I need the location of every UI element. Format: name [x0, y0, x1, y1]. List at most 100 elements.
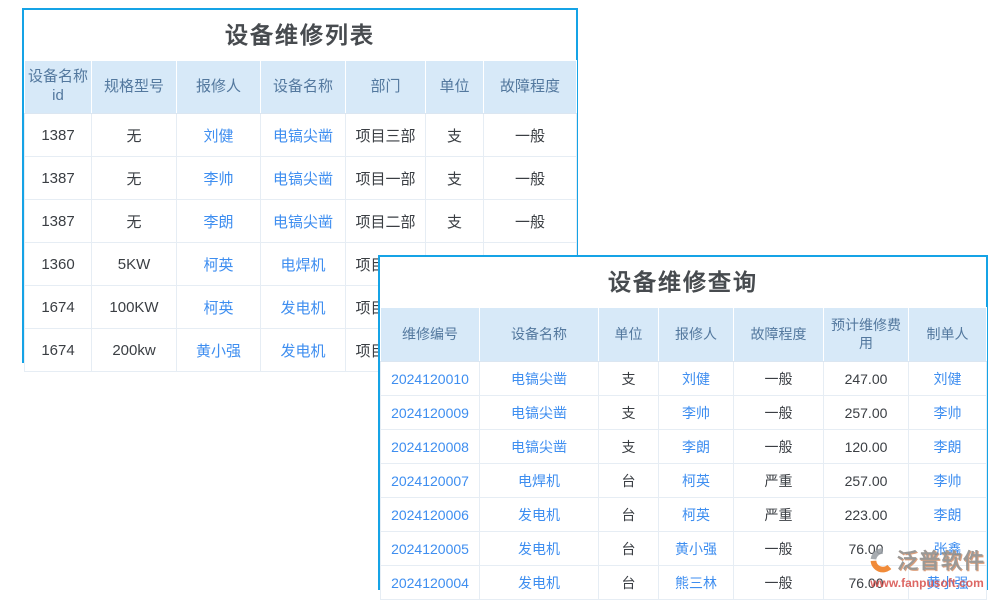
- cell-link[interactable]: 刘健: [176, 113, 261, 157]
- cell: 200kw: [91, 328, 177, 372]
- cell: 100KW: [91, 285, 177, 329]
- cell-link[interactable]: 李朗: [908, 497, 987, 532]
- cell-link[interactable]: 柯英: [658, 497, 734, 532]
- cell-link[interactable]: 发电机: [479, 531, 599, 566]
- cell-link[interactable]: 柯英: [176, 242, 261, 286]
- cell: 120.00: [823, 429, 909, 464]
- cell: 支: [598, 429, 659, 464]
- cell-link[interactable]: 李帅: [658, 395, 734, 430]
- column-header: 单位: [425, 60, 484, 114]
- brand-watermark: 泛普软件 www.fanpusoft.com: [857, 545, 997, 590]
- cell: 支: [425, 113, 484, 157]
- cell-link[interactable]: 发电机: [260, 285, 346, 329]
- cell: 247.00: [823, 361, 909, 396]
- cell: 项目二部: [345, 199, 426, 243]
- cell-link[interactable]: 电镐尖凿: [260, 156, 346, 200]
- fanpu-logo-icon: [870, 548, 892, 573]
- cell-link[interactable]: 电镐尖凿: [479, 361, 599, 396]
- table-row: 2024120005 发电机台黄小强 一般 76.00 张鑫: [380, 531, 987, 566]
- cell: 支: [425, 156, 484, 200]
- query-table-header-row: 维修编号 设备名称 单位 报修人 故障程度 预计维修费用 制单人: [380, 307, 987, 362]
- cell: 严重: [733, 463, 824, 498]
- column-header: 单位: [598, 307, 659, 362]
- cell-link[interactable]: 电镐尖凿: [260, 199, 346, 243]
- table-row: 1387 无李朗 电镐尖凿 项目二部支一般: [24, 199, 577, 243]
- cell-link[interactable]: 李帅: [908, 463, 987, 498]
- cell-link[interactable]: 张鑫: [908, 531, 987, 566]
- cell: 无: [91, 199, 177, 243]
- cell-link[interactable]: 电镐尖凿: [260, 113, 346, 157]
- cell-link[interactable]: 发电机: [479, 565, 599, 600]
- cell-link[interactable]: 李朗: [658, 429, 734, 464]
- brand-url: www.fanpusoft.com: [870, 576, 984, 590]
- cell: 台: [598, 531, 659, 566]
- query-table-title: 设备维修查询: [608, 269, 758, 295]
- cell-link[interactable]: 2024120008: [380, 429, 480, 464]
- cell: 1360: [24, 242, 92, 286]
- cell: 一般: [483, 156, 577, 200]
- cell-link[interactable]: 电焊机: [260, 242, 346, 286]
- cell: 1674: [24, 285, 92, 329]
- cell: 支: [598, 361, 659, 396]
- cell: 支: [598, 395, 659, 430]
- cell-link[interactable]: 发电机: [479, 497, 599, 532]
- cell-link[interactable]: 刘健: [658, 361, 734, 396]
- cell: 257.00: [823, 463, 909, 498]
- column-header: 部门: [345, 60, 426, 114]
- cell: 项目三部: [345, 113, 426, 157]
- cell-link[interactable]: 2024120009: [380, 395, 480, 430]
- cell: 1674: [24, 328, 92, 372]
- cell: 223.00: [823, 497, 909, 532]
- column-header: 规格型号: [91, 60, 177, 114]
- cell: 严重: [733, 497, 824, 532]
- cell-link[interactable]: 电镐尖凿: [479, 395, 599, 430]
- cell-link[interactable]: 李朗: [908, 429, 987, 464]
- cell-link[interactable]: 刘健: [908, 361, 987, 396]
- table-row: 2024120007 电焊机台柯英 严重 257.00 李帅: [380, 463, 987, 498]
- cell: 1387: [24, 113, 92, 157]
- cell-link[interactable]: 2024120006: [380, 497, 480, 532]
- cell-link[interactable]: 黄小强: [658, 531, 734, 566]
- cell: 一般: [733, 429, 824, 464]
- cell: 5KW: [91, 242, 177, 286]
- cell: 一般: [483, 199, 577, 243]
- cell-link[interactable]: 柯英: [176, 285, 261, 329]
- cell-link[interactable]: 柯英: [658, 463, 734, 498]
- cell: 台: [598, 463, 659, 498]
- table-row: 2024120009 电镐尖凿支李帅 一般 257.00 李帅: [380, 395, 987, 430]
- table-row: 2024120004 发电机台熊三林 一般 76.00 黄小强: [380, 565, 987, 600]
- table-row: 1387 无李帅 电镐尖凿 项目一部支一般: [24, 156, 577, 200]
- column-header: 设备名称: [260, 60, 346, 114]
- table-row: 2024120010 电镐尖凿支刘健 一般 247.00 刘健: [380, 361, 987, 396]
- cell-link[interactable]: 李朗: [176, 199, 261, 243]
- equipment-repair-query-card: 设备维修查询 维修编号 设备名称 单位 报修人 故障程度 预计维修费用 制单人 202412…: [378, 255, 988, 600]
- cell-link[interactable]: 黄小强: [908, 565, 987, 600]
- list-table-header-row: 设备名称id 规格型号 报修人 设备名称 部门 单位 故障程度: [24, 60, 577, 114]
- cell: 项目一部: [345, 156, 426, 200]
- cell-link[interactable]: 2024120005: [380, 531, 480, 566]
- cell: 一般: [733, 565, 824, 600]
- cell: 一般: [733, 395, 824, 430]
- column-header: 预计维修费用: [823, 307, 909, 362]
- cell-link[interactable]: 2024120004: [380, 565, 480, 600]
- column-header: 报修人: [658, 307, 734, 362]
- cell: 一般: [733, 361, 824, 396]
- column-header: 制单人: [908, 307, 987, 362]
- cell: 台: [598, 497, 659, 532]
- column-header: 维修编号: [380, 307, 480, 362]
- cell-link[interactable]: 电焊机: [479, 463, 599, 498]
- equipment-repair-query-table: 维修编号 设备名称 单位 报修人 故障程度 预计维修费用 制单人 2024120010 电镐尖…: [380, 307, 987, 600]
- cell-link[interactable]: 电镐尖凿: [479, 429, 599, 464]
- cell-link[interactable]: 李帅: [176, 156, 261, 200]
- cell-link[interactable]: 2024120007: [380, 463, 480, 498]
- cell: 支: [425, 199, 484, 243]
- cell-link[interactable]: 熊三林: [658, 565, 734, 600]
- cell-link[interactable]: 黄小强: [176, 328, 261, 372]
- cell-link[interactable]: 李帅: [908, 395, 987, 430]
- cell: 台: [598, 565, 659, 600]
- column-header: 故障程度: [483, 60, 577, 114]
- list-table-title: 设备维修列表: [225, 22, 375, 48]
- cell-link[interactable]: 2024120010: [380, 361, 480, 396]
- cell-link[interactable]: 发电机: [260, 328, 346, 372]
- cell: 一般: [483, 113, 577, 157]
